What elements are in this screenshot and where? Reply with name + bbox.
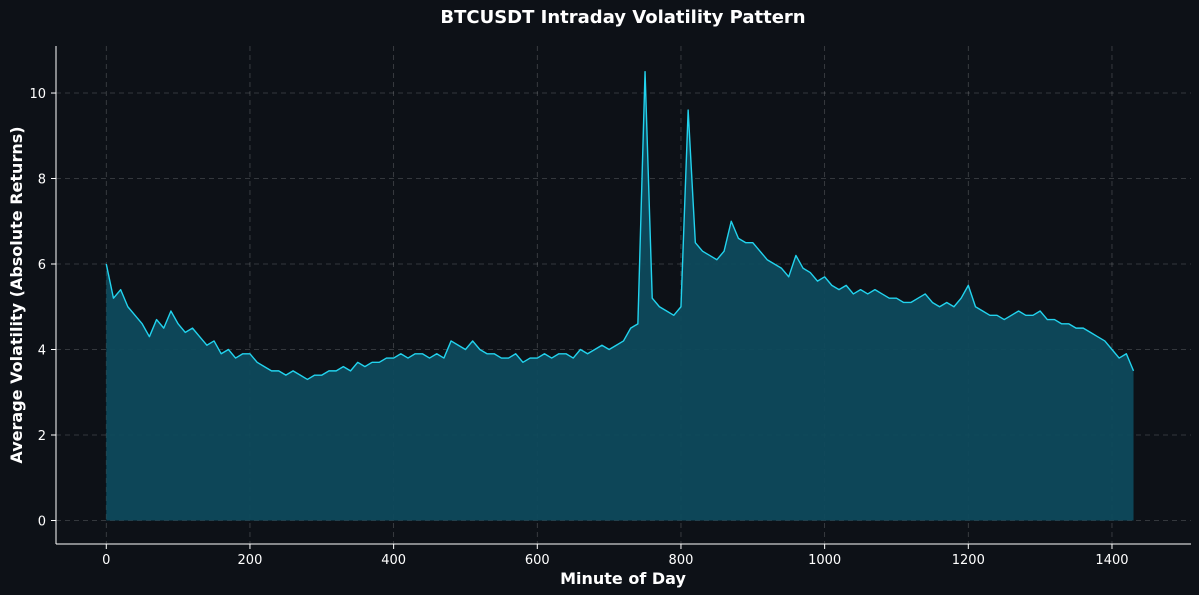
y-tick-label: 4 xyxy=(38,344,46,359)
x-tick-label: 400 xyxy=(381,553,406,568)
y-tick-label: 2 xyxy=(38,429,46,444)
y-axis-label: Average Volatility (Absolute Returns) xyxy=(7,126,26,463)
ticks: 0 200 400 600 800 1000 1200 1400 0 2 4 6 8 10 xyxy=(29,87,1128,568)
volatility-line xyxy=(105,70,1135,381)
chart-title: BTCUSDT Intraday Volatility Pattern xyxy=(440,7,805,28)
axes xyxy=(55,46,1191,545)
x-tick-label: 800 xyxy=(669,553,694,568)
x-axis-label: Minute of Day xyxy=(560,569,686,588)
x-tick-label: 1400 xyxy=(1095,553,1128,568)
y-tick-label: 6 xyxy=(38,258,46,273)
x-tick-label: 200 xyxy=(238,553,263,568)
volatility-area xyxy=(106,71,1134,521)
y-tick-label: 0 xyxy=(38,514,46,529)
x-tick-label: 1200 xyxy=(952,553,985,568)
x-tick-label: 0 xyxy=(102,553,110,568)
area-layer xyxy=(105,70,1135,521)
y-tick-label: 10 xyxy=(29,87,46,102)
x-tick-label: 600 xyxy=(525,553,550,568)
x-tick-label: 1000 xyxy=(808,553,841,568)
y-tick-label: 8 xyxy=(38,173,46,188)
